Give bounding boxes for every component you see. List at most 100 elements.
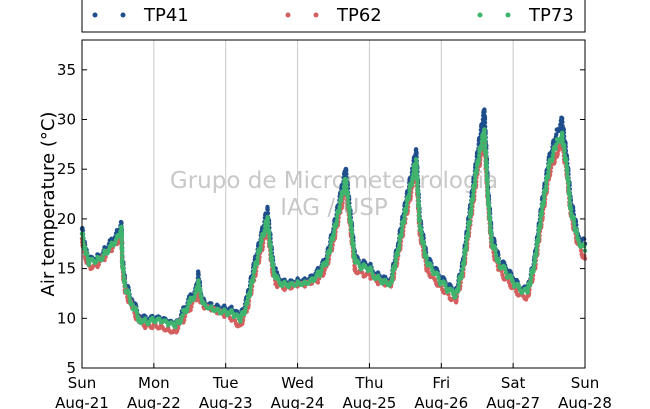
data-point-interp (416, 208, 422, 213)
data-point-interp (421, 242, 427, 247)
data-point-interp (196, 282, 201, 288)
data-point-interp (416, 212, 422, 217)
data-point-interp (399, 228, 405, 233)
data-point-interp (493, 248, 498, 253)
data-point-interp (348, 221, 354, 226)
data-point-interp (265, 220, 271, 225)
x-tick-label-date: Aug-22 (127, 394, 181, 409)
data-point-interp (485, 197, 491, 202)
x-tick-label-day: Sun (68, 374, 97, 392)
data-point-interp (483, 139, 488, 144)
data-point-interp (484, 172, 489, 178)
data-point-interp (543, 184, 549, 189)
data-point (554, 132, 559, 137)
data-point-interp (538, 218, 543, 223)
data-point-interp (560, 116, 565, 121)
data-point-interp (553, 146, 558, 151)
data-point-interp (467, 219, 472, 224)
data-point-interp (416, 197, 421, 202)
data-point-interp (402, 213, 407, 219)
data-point-interp (578, 248, 584, 253)
data-point (489, 238, 494, 243)
data-point-interp (395, 252, 400, 257)
data-point-interp (407, 188, 412, 193)
data-point-interp (419, 231, 424, 236)
data-point-interp (574, 231, 580, 236)
data-point-interp (150, 325, 155, 331)
data-point-interp (248, 285, 253, 290)
data-point-interp (334, 222, 339, 227)
data-point-interp (416, 193, 421, 198)
data-point-interp (482, 120, 488, 125)
data-point-interp (470, 196, 476, 201)
data-point-interp (483, 143, 488, 148)
data-point-interp (483, 150, 488, 156)
legend-marker (477, 12, 483, 18)
data-point-interp (268, 245, 273, 250)
data-point-interp (192, 294, 197, 299)
data-point-interp (571, 217, 577, 222)
data-point-interp (414, 167, 419, 173)
data-point-interp (113, 240, 118, 245)
data-point-interp (286, 284, 292, 290)
data-point-interp (462, 256, 467, 261)
data-point (130, 302, 135, 307)
data-point (453, 294, 458, 299)
data-point-interp (267, 234, 272, 239)
data-point-interp (560, 133, 565, 139)
data-point (413, 157, 419, 162)
series-tp73 (79, 127, 588, 330)
data-series (79, 107, 588, 335)
data-point (352, 266, 358, 271)
data-point-interp (566, 185, 571, 190)
data-point-interp (471, 192, 476, 198)
legend-entry-tp41: TP41 (143, 5, 189, 26)
data-point (510, 280, 516, 285)
data-point-interp (344, 184, 349, 189)
data-point-interp (525, 289, 531, 294)
data-point-interp (488, 222, 493, 228)
data-point-interp (351, 247, 356, 253)
data-point-interp (255, 255, 260, 260)
data-point-interp (328, 244, 333, 249)
data-point-interp (528, 279, 533, 284)
data-point-interp (157, 316, 162, 321)
data-point-interp (536, 232, 541, 238)
data-point-interp (488, 219, 493, 224)
data-point-interp (461, 259, 467, 265)
data-point-interp (119, 249, 125, 254)
data-point-interp (576, 238, 581, 243)
data-point-interp (582, 244, 587, 249)
y-tick-label: 35 (57, 61, 76, 79)
data-point-interp (531, 265, 537, 270)
data-point-interp (409, 181, 415, 186)
data-point (360, 270, 365, 275)
data-point-interp (350, 237, 355, 242)
data-point-interp (262, 231, 267, 236)
data-point-interp (550, 156, 555, 161)
data-point-interp (322, 267, 327, 273)
data-point-interp (541, 194, 547, 199)
legend-marker (285, 12, 291, 18)
x-tick-label-day: Sat (501, 374, 526, 392)
data-point-interp (346, 199, 351, 204)
x-tick-label-date: Aug-25 (343, 394, 397, 409)
data-point-interp (476, 157, 481, 162)
data-point-interp (199, 295, 204, 300)
legend-marker (505, 12, 511, 18)
x-tick-label-day: Mon (138, 374, 170, 392)
data-point-interp (469, 207, 474, 212)
data-point-interp (532, 258, 538, 263)
data-point-interp (332, 229, 337, 234)
data-point-interp (347, 214, 352, 219)
x-tick-label-date: Aug-23 (199, 394, 253, 409)
data-point-interp (567, 199, 573, 205)
y-axis-label: Air temperature (°C) (38, 112, 59, 297)
axis-ticks: Sun Aug-21 Mon Aug-22 Tue Aug-23 Wed Aug-24 Thu A… (55, 61, 612, 409)
data-point-interp (417, 219, 422, 224)
data-point-interp (143, 316, 148, 321)
x-tick-label-date: Aug-26 (414, 394, 468, 409)
watermark: Grupo de Micrometeorologia IAG / USP (170, 168, 498, 221)
x-tick-label-day: Tue (212, 374, 239, 392)
